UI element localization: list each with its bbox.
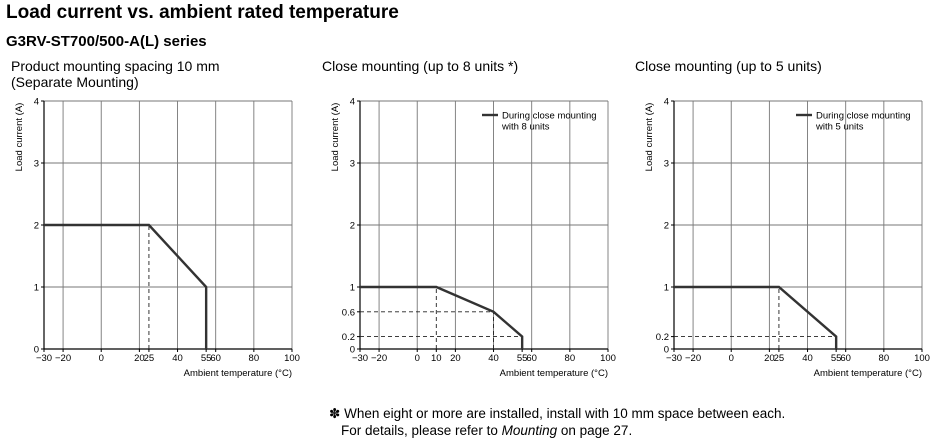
y-tick-label: 1 [350, 283, 355, 294]
x-axis-title: Ambient temperature (°C) [500, 368, 608, 379]
legend-label: During close mounting [502, 111, 597, 122]
y-tick-label: 4 [350, 97, 355, 108]
footnote-line-1: ✽ When eight or more are installed, inst… [329, 405, 785, 422]
chart-2-heading-line-1: Close mounting (up to 8 units *) [322, 58, 519, 74]
x-axis-title: Ambient temperature (°C) [814, 368, 922, 379]
chart-3-heading-line-1: Close mounting (up to 5 units) [635, 58, 822, 74]
x-tick-label: 80 [565, 353, 576, 364]
footnote-mounting-ref: Mounting [501, 423, 558, 438]
x-tick-label: 20 [450, 353, 461, 364]
x-tick-label: 100 [284, 353, 300, 364]
x-tick-label: 25 [774, 353, 785, 364]
y-axis-title: Load current (A) [644, 103, 655, 172]
series-line [360, 285, 524, 349]
y-tick-label: 3 [664, 159, 669, 170]
series-line [44, 223, 208, 349]
y-tick-label: 3 [34, 159, 39, 170]
x-tick-label: 55 [831, 353, 842, 364]
x-tick-label: −30 [352, 353, 368, 364]
chart-3-heading: Close mounting (up to 5 units) [635, 58, 822, 74]
x-tick-label: −20 [55, 353, 71, 364]
x-tick-label: 100 [914, 353, 930, 364]
legend-label: with 8 units [501, 122, 550, 133]
chart-2-heading: Close mounting (up to 8 units *) [322, 58, 518, 74]
y-axis-title: Load current (A) [330, 103, 341, 172]
x-tick-label: −30 [36, 353, 52, 364]
footnote-text-3: on page 27. [557, 423, 633, 438]
y-axis-title: Load current (A) [14, 103, 25, 172]
footnote-asterisk: ✽ [329, 406, 341, 421]
y-tick-label: 3 [350, 159, 355, 170]
y-tick-label: 0 [34, 345, 39, 356]
x-tick-label: 55 [201, 353, 212, 364]
x-tick-label: 60 [526, 353, 537, 364]
chart-1-heading-line-1: Product mounting spacing 10 mm [11, 58, 220, 74]
x-tick-label: 20 [134, 353, 145, 364]
x-tick-label: 40 [802, 353, 813, 364]
series-line [674, 285, 838, 349]
page-title: Load current vs. ambient rated temperatu… [6, 2, 399, 23]
y-tick-label: 0 [350, 345, 355, 356]
y-tick-label: 2 [664, 221, 669, 232]
x-tick-label: 60 [210, 353, 221, 364]
chart-1-heading: Product mounting spacing 10 mm (Separate… [11, 58, 220, 90]
x-tick-label: 55 [517, 353, 528, 364]
x-tick-label: 0 [99, 353, 104, 364]
footnote: ✽ When eight or more are installed, inst… [329, 405, 785, 439]
x-tick-label: 20 [764, 353, 775, 364]
y-tick-label: 2 [34, 221, 39, 232]
x-tick-label: 0 [415, 353, 420, 364]
chart-1-heading-line-2: (Separate Mounting) [11, 74, 139, 90]
y-tick-label: 2 [350, 221, 355, 232]
x-tick-label: 80 [249, 353, 260, 364]
x-tick-label: 25 [144, 353, 155, 364]
series-subtitle: G3RV-ST700/500-A(L) series [6, 33, 207, 50]
x-tick-label: −30 [666, 353, 682, 364]
y-tick-label: 1 [34, 283, 39, 294]
y-tick-label: 4 [34, 97, 39, 108]
y-tick-label: 0 [664, 345, 669, 356]
x-tick-label: 10 [431, 353, 442, 364]
x-tick-label: −20 [685, 353, 701, 364]
x-tick-label: 0 [729, 353, 734, 364]
legend-label: with 5 units [815, 122, 864, 133]
footnote-text-2: For details, please refer to [341, 423, 502, 438]
footnote-text-1: When eight or more are installed, instal… [344, 406, 786, 421]
legend-label: During close mounting [816, 111, 911, 122]
y-tick-label: 0.6 [342, 307, 355, 318]
y-tick-label: 0.2 [656, 332, 669, 343]
x-tick-label: 60 [840, 353, 851, 364]
x-tick-label: −20 [371, 353, 387, 364]
x-axis-title: Ambient temperature (°C) [184, 368, 292, 379]
x-tick-label: 40 [172, 353, 183, 364]
x-tick-label: 40 [488, 353, 499, 364]
y-tick-label: 4 [664, 97, 669, 108]
x-tick-label: 80 [879, 353, 890, 364]
x-tick-label: 100 [600, 353, 616, 364]
y-tick-label: 0.2 [342, 332, 355, 343]
y-tick-label: 1 [664, 283, 669, 294]
footnote-line-2: For details, please refer to Mounting on… [329, 422, 785, 439]
